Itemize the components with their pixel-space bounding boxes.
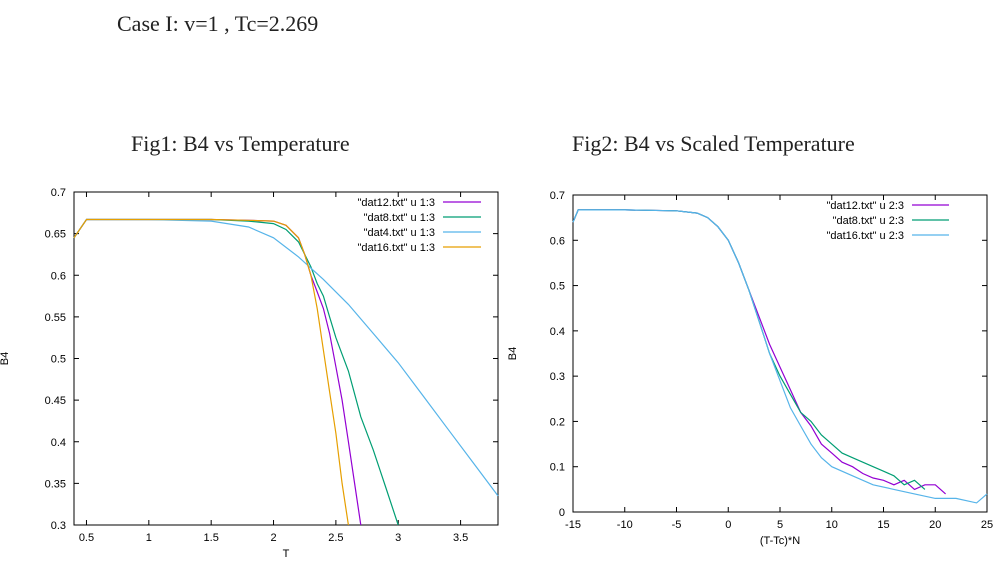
chart-b4-vs-scaled-temperature: -15 -10 -5 0 5 10 15 20 25 0 0.1 0.2 0.3 0.4 0.5 0.6 0.7… — [507, 190, 993, 547]
y-tick-label: 0.7 — [51, 187, 66, 199]
x-tick-label: 20 — [929, 519, 941, 531]
legend-label: "dat8.txt" u 2:3 — [833, 215, 904, 227]
y-tick-label: 0.65 — [45, 229, 66, 241]
fig2-title: Fig2: B4 vs Scaled Temperature — [572, 131, 855, 156]
series-line — [572, 209, 946, 495]
y-tick-label: 0.3 — [550, 371, 565, 383]
y-tick-label: 0.35 — [45, 478, 66, 490]
y-tick-label: 0.3 — [51, 520, 66, 532]
chart-b4-vs-temperature: 0.5 1 1.5 2 2.5 3 3.5 0.3 0.35 0.4 0.45 0.5 0.55 0.6 0… — [0, 187, 499, 560]
legend-label: "dat16.txt" u 1:3 — [357, 242, 435, 254]
x-tick-label: 15 — [877, 519, 889, 531]
y-axis-label: B4 — [507, 347, 519, 360]
x-tick-label: 5 — [777, 519, 783, 531]
legend-label: "dat8.txt" u 1:3 — [364, 212, 435, 224]
y-tick-label: 0.4 — [51, 437, 66, 449]
y-tick-label: 0.4 — [550, 326, 565, 338]
y-tick-label: 0.5 — [550, 281, 565, 293]
x-tick-label: 1.5 — [204, 532, 219, 544]
legend-label: "dat16.txt" u 2:3 — [826, 230, 904, 242]
y-tick-label: 0.2 — [550, 416, 565, 428]
x-tick-label: 0 — [725, 519, 731, 531]
y-tick-label: 0.1 — [550, 462, 565, 474]
series-line — [572, 209, 988, 504]
y-tick-label: 0.55 — [45, 312, 66, 324]
x-axis-label: T — [283, 548, 290, 560]
series-line — [73, 218, 399, 526]
series-line — [73, 218, 349, 526]
x-tick-label: 25 — [981, 519, 993, 531]
x-tick-label: 10 — [826, 519, 838, 531]
legend-label: "dat12.txt" u 1:3 — [357, 197, 435, 209]
fig1-title: Fig1: B4 vs Temperature — [131, 131, 350, 156]
y-tick-label: 0.6 — [550, 235, 565, 247]
y-tick-label: 0.7 — [550, 190, 565, 202]
y-axis-label: B4 — [0, 352, 11, 365]
legend-label: "dat4.txt" u 1:3 — [364, 227, 435, 239]
x-tick-label: -10 — [617, 519, 633, 531]
x-tick-label: 2 — [270, 532, 276, 544]
case-title: Case I: v=1 , Tc=2.269 — [117, 11, 319, 36]
x-tick-label: 3.5 — [453, 532, 468, 544]
y-tick-label: 0 — [559, 507, 565, 519]
x-tick-label: 0.5 — [79, 532, 94, 544]
y-tick-label: 0.5 — [51, 354, 66, 366]
y-tick-label: 0.45 — [45, 395, 66, 407]
x-tick-label: -5 — [672, 519, 682, 531]
series-line — [73, 218, 499, 497]
plot-frame — [572, 194, 988, 513]
y-tick-label: 0.6 — [51, 270, 66, 282]
x-tick-label: -15 — [565, 519, 581, 531]
series-line — [73, 218, 362, 526]
x-tick-label: 1 — [146, 532, 152, 544]
legend-label: "dat12.txt" u 2:3 — [826, 200, 904, 212]
x-tick-label: 3 — [395, 532, 401, 544]
x-tick-label: 2.5 — [328, 532, 343, 544]
series-line — [572, 209, 926, 490]
x-axis-label: (T-Tc)*N — [760, 535, 800, 547]
